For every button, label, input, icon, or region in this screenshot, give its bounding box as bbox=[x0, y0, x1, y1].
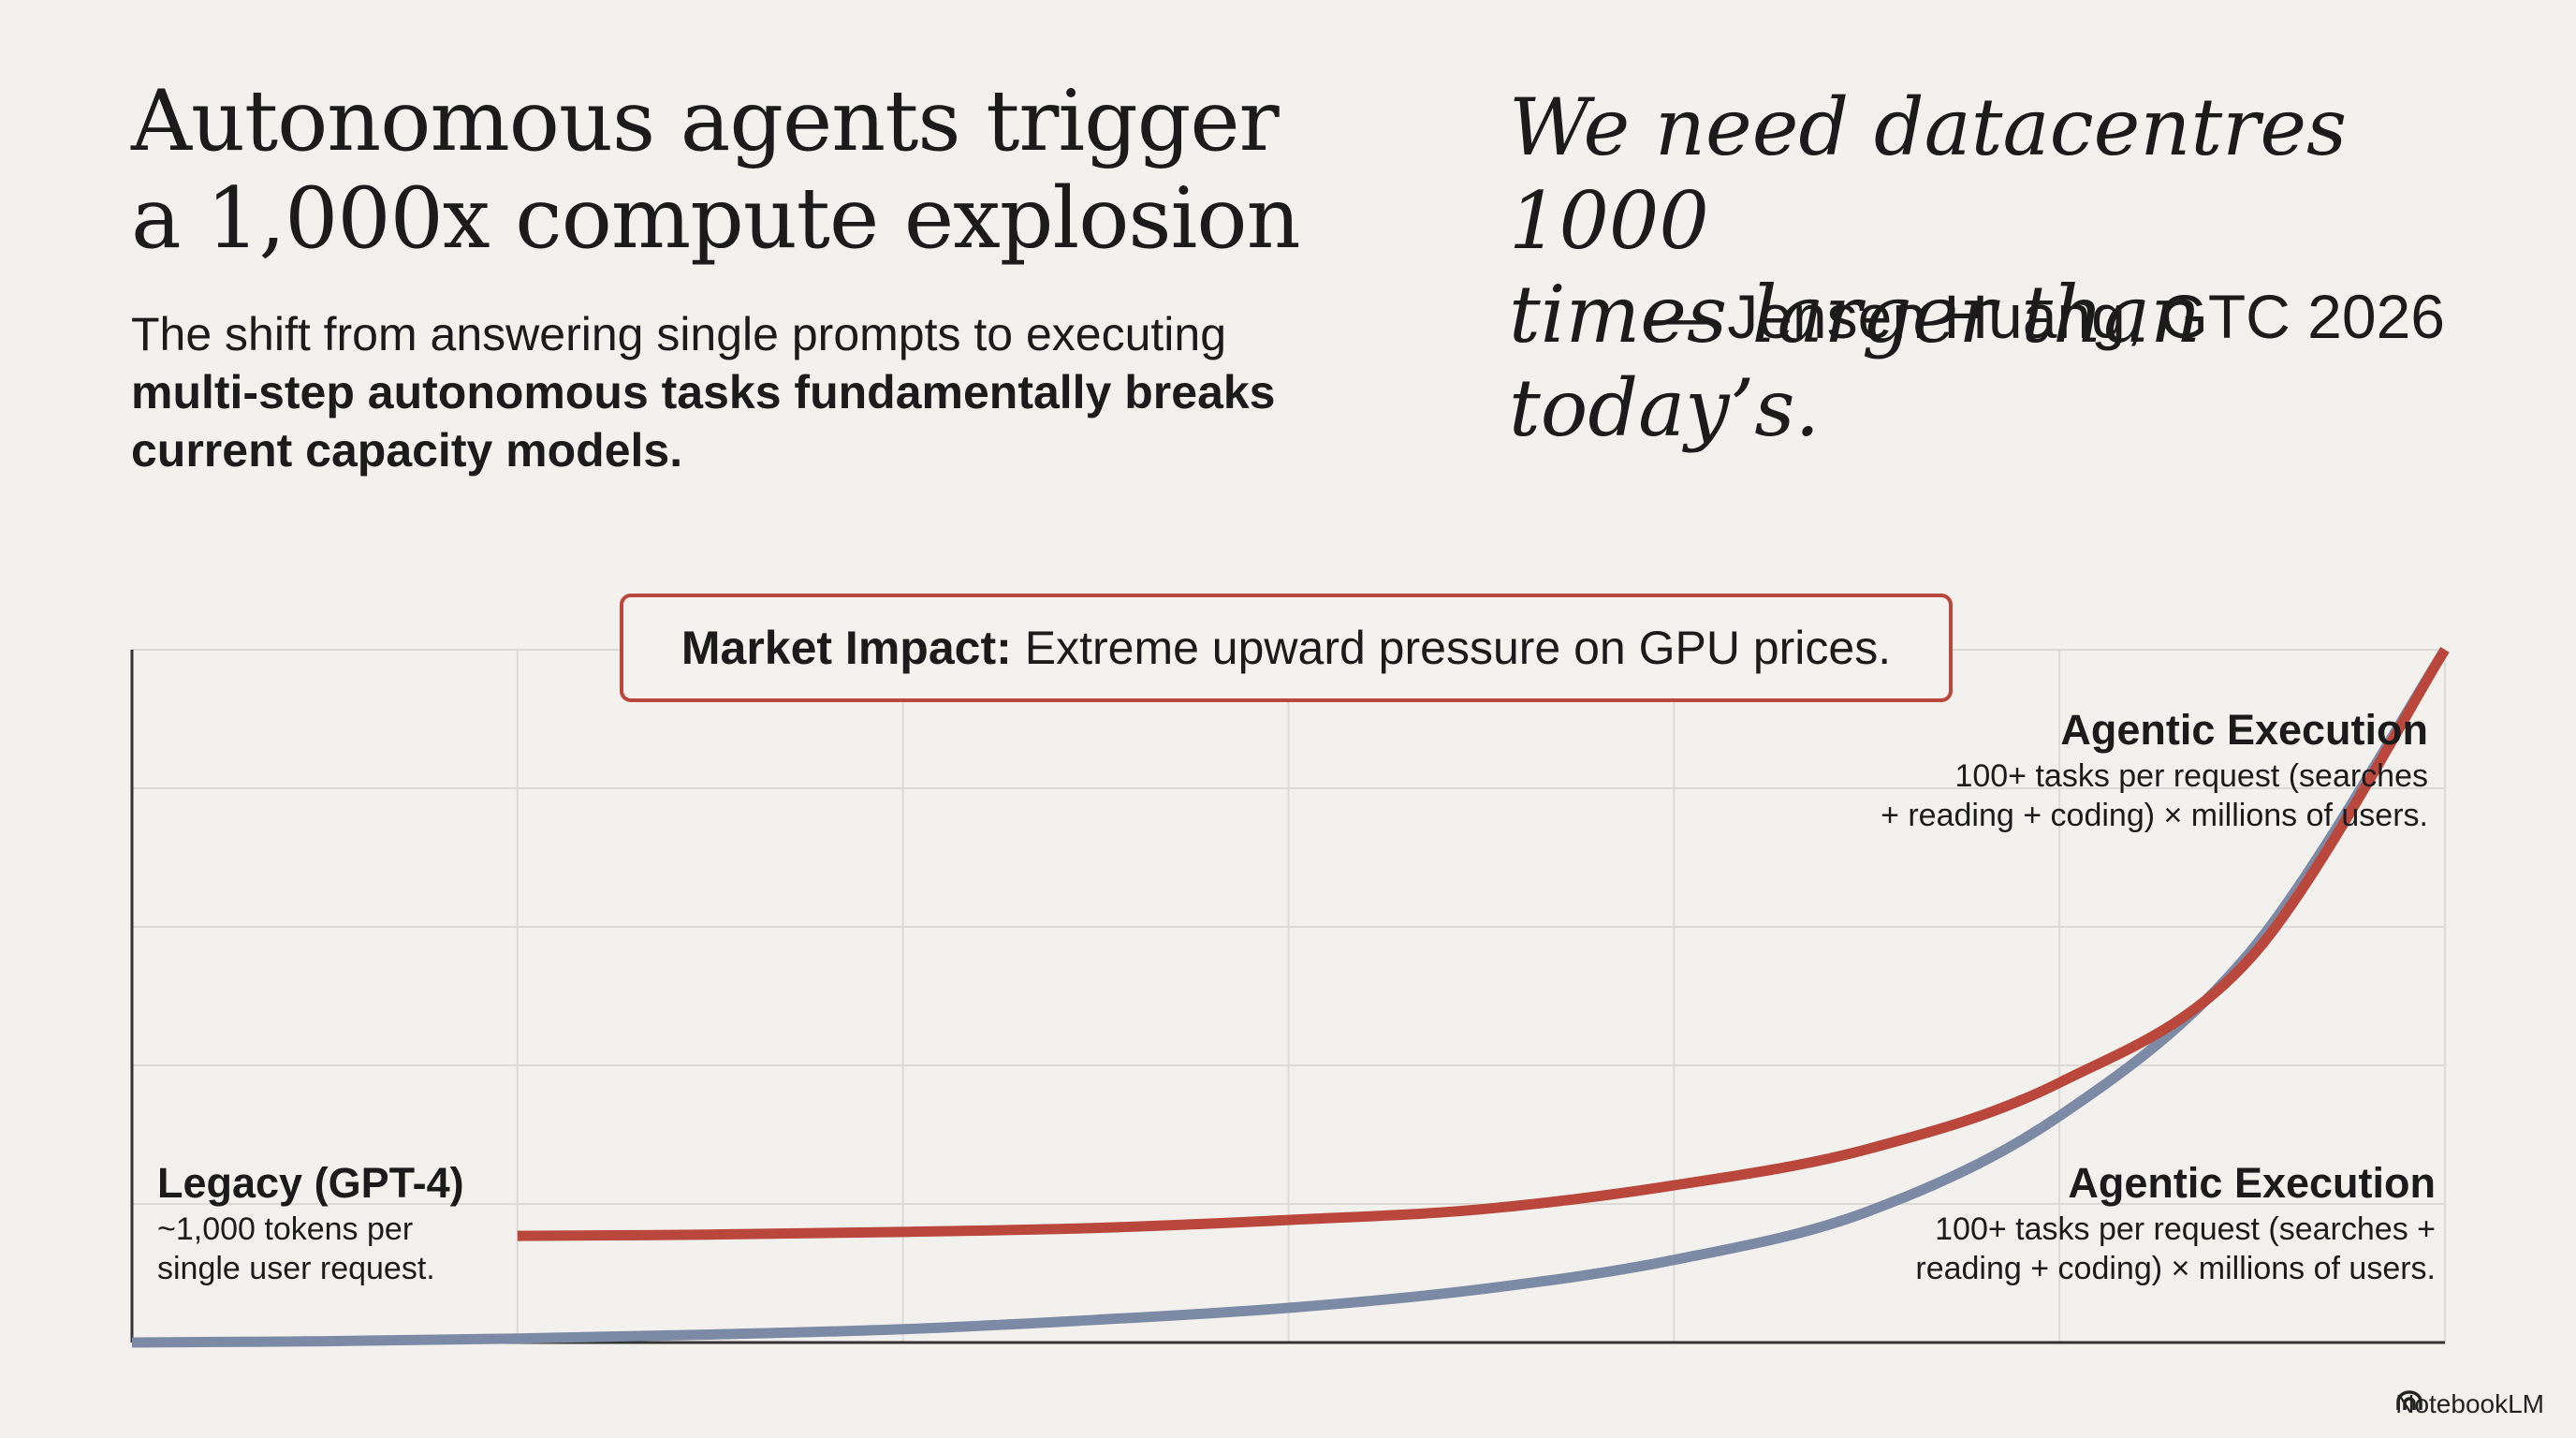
chart-series bbox=[131, 647, 2450, 1348]
notebooklm-icon bbox=[2396, 1390, 2422, 1410]
subtitle-bold: multi-step autonomous tasks fundamentall… bbox=[131, 366, 1276, 477]
quote-line-2: times larger than today’s. bbox=[1509, 269, 2202, 454]
brand-watermark: NotebookLM bbox=[2395, 1389, 2544, 1419]
market-impact-text: Extreme upward pressure on GPU prices. bbox=[1024, 622, 1892, 674]
legacy-desc-line-1: ~1,000 tokens per bbox=[157, 1211, 414, 1247]
title-line-2: a 1,000x compute explosion bbox=[131, 169, 1301, 268]
legacy-annotation: Legacy (GPT-4) ~1,000 tokens per single … bbox=[157, 1157, 588, 1288]
agentic-annotation-bottom: Agentic Execution 100+ tasks per request… bbox=[1593, 1157, 2436, 1288]
agentic-bottom-desc-line-2: reading + coding) × millions of users. bbox=[1915, 1251, 2436, 1286]
agentic-top-desc-line-2: + reading + coding) × millions of users. bbox=[1881, 798, 2428, 833]
legacy-desc-line-2: single user request. bbox=[157, 1251, 435, 1286]
legacy-title: Legacy (GPT-4) bbox=[157, 1159, 464, 1207]
quote-attribution: — Jensen Huang, GTC 2026 bbox=[1647, 282, 2445, 351]
page-title: Autonomous agents trigger a 1,000x compu… bbox=[131, 73, 1442, 268]
market-impact-callout: Market Impact: Extreme upward pressure o… bbox=[620, 594, 1953, 702]
series-line-blue bbox=[131, 647, 2450, 1348]
agentic-top-desc-line-1: 100+ tasks per request (searches bbox=[1954, 758, 2428, 794]
market-impact-label: Market Impact: bbox=[681, 622, 1012, 674]
subtitle: The shift from answering single prompts … bbox=[131, 305, 1348, 479]
agentic-bottom-title: Agentic Execution bbox=[2068, 1159, 2436, 1207]
series-line-red bbox=[517, 647, 2450, 1241]
quote-line-1: We need datacentres 1000 bbox=[1509, 81, 2348, 267]
agentic-bottom-desc-line-1: 100+ tasks per request (searches + bbox=[1935, 1211, 2436, 1247]
quote: We need datacentres 1000 times larger th… bbox=[1509, 81, 2445, 455]
title-line-1: Autonomous agents trigger bbox=[131, 72, 1280, 170]
subtitle-text: The shift from answering single prompts … bbox=[131, 308, 1226, 360]
agentic-top-title: Agentic Execution bbox=[2060, 706, 2428, 754]
agentic-annotation-top: Agentic Execution 100+ tasks per request… bbox=[1586, 704, 2428, 835]
